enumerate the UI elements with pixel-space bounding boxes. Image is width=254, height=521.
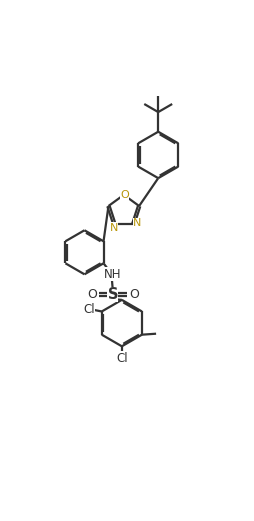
Text: O: O bbox=[120, 190, 129, 200]
Text: N: N bbox=[109, 222, 117, 232]
Text: O: O bbox=[128, 288, 138, 301]
Text: Cl: Cl bbox=[116, 352, 127, 365]
Text: NH: NH bbox=[104, 268, 121, 281]
Text: S: S bbox=[107, 287, 118, 302]
Text: N: N bbox=[132, 218, 140, 228]
Text: O: O bbox=[86, 288, 96, 301]
Text: Cl: Cl bbox=[83, 303, 95, 316]
